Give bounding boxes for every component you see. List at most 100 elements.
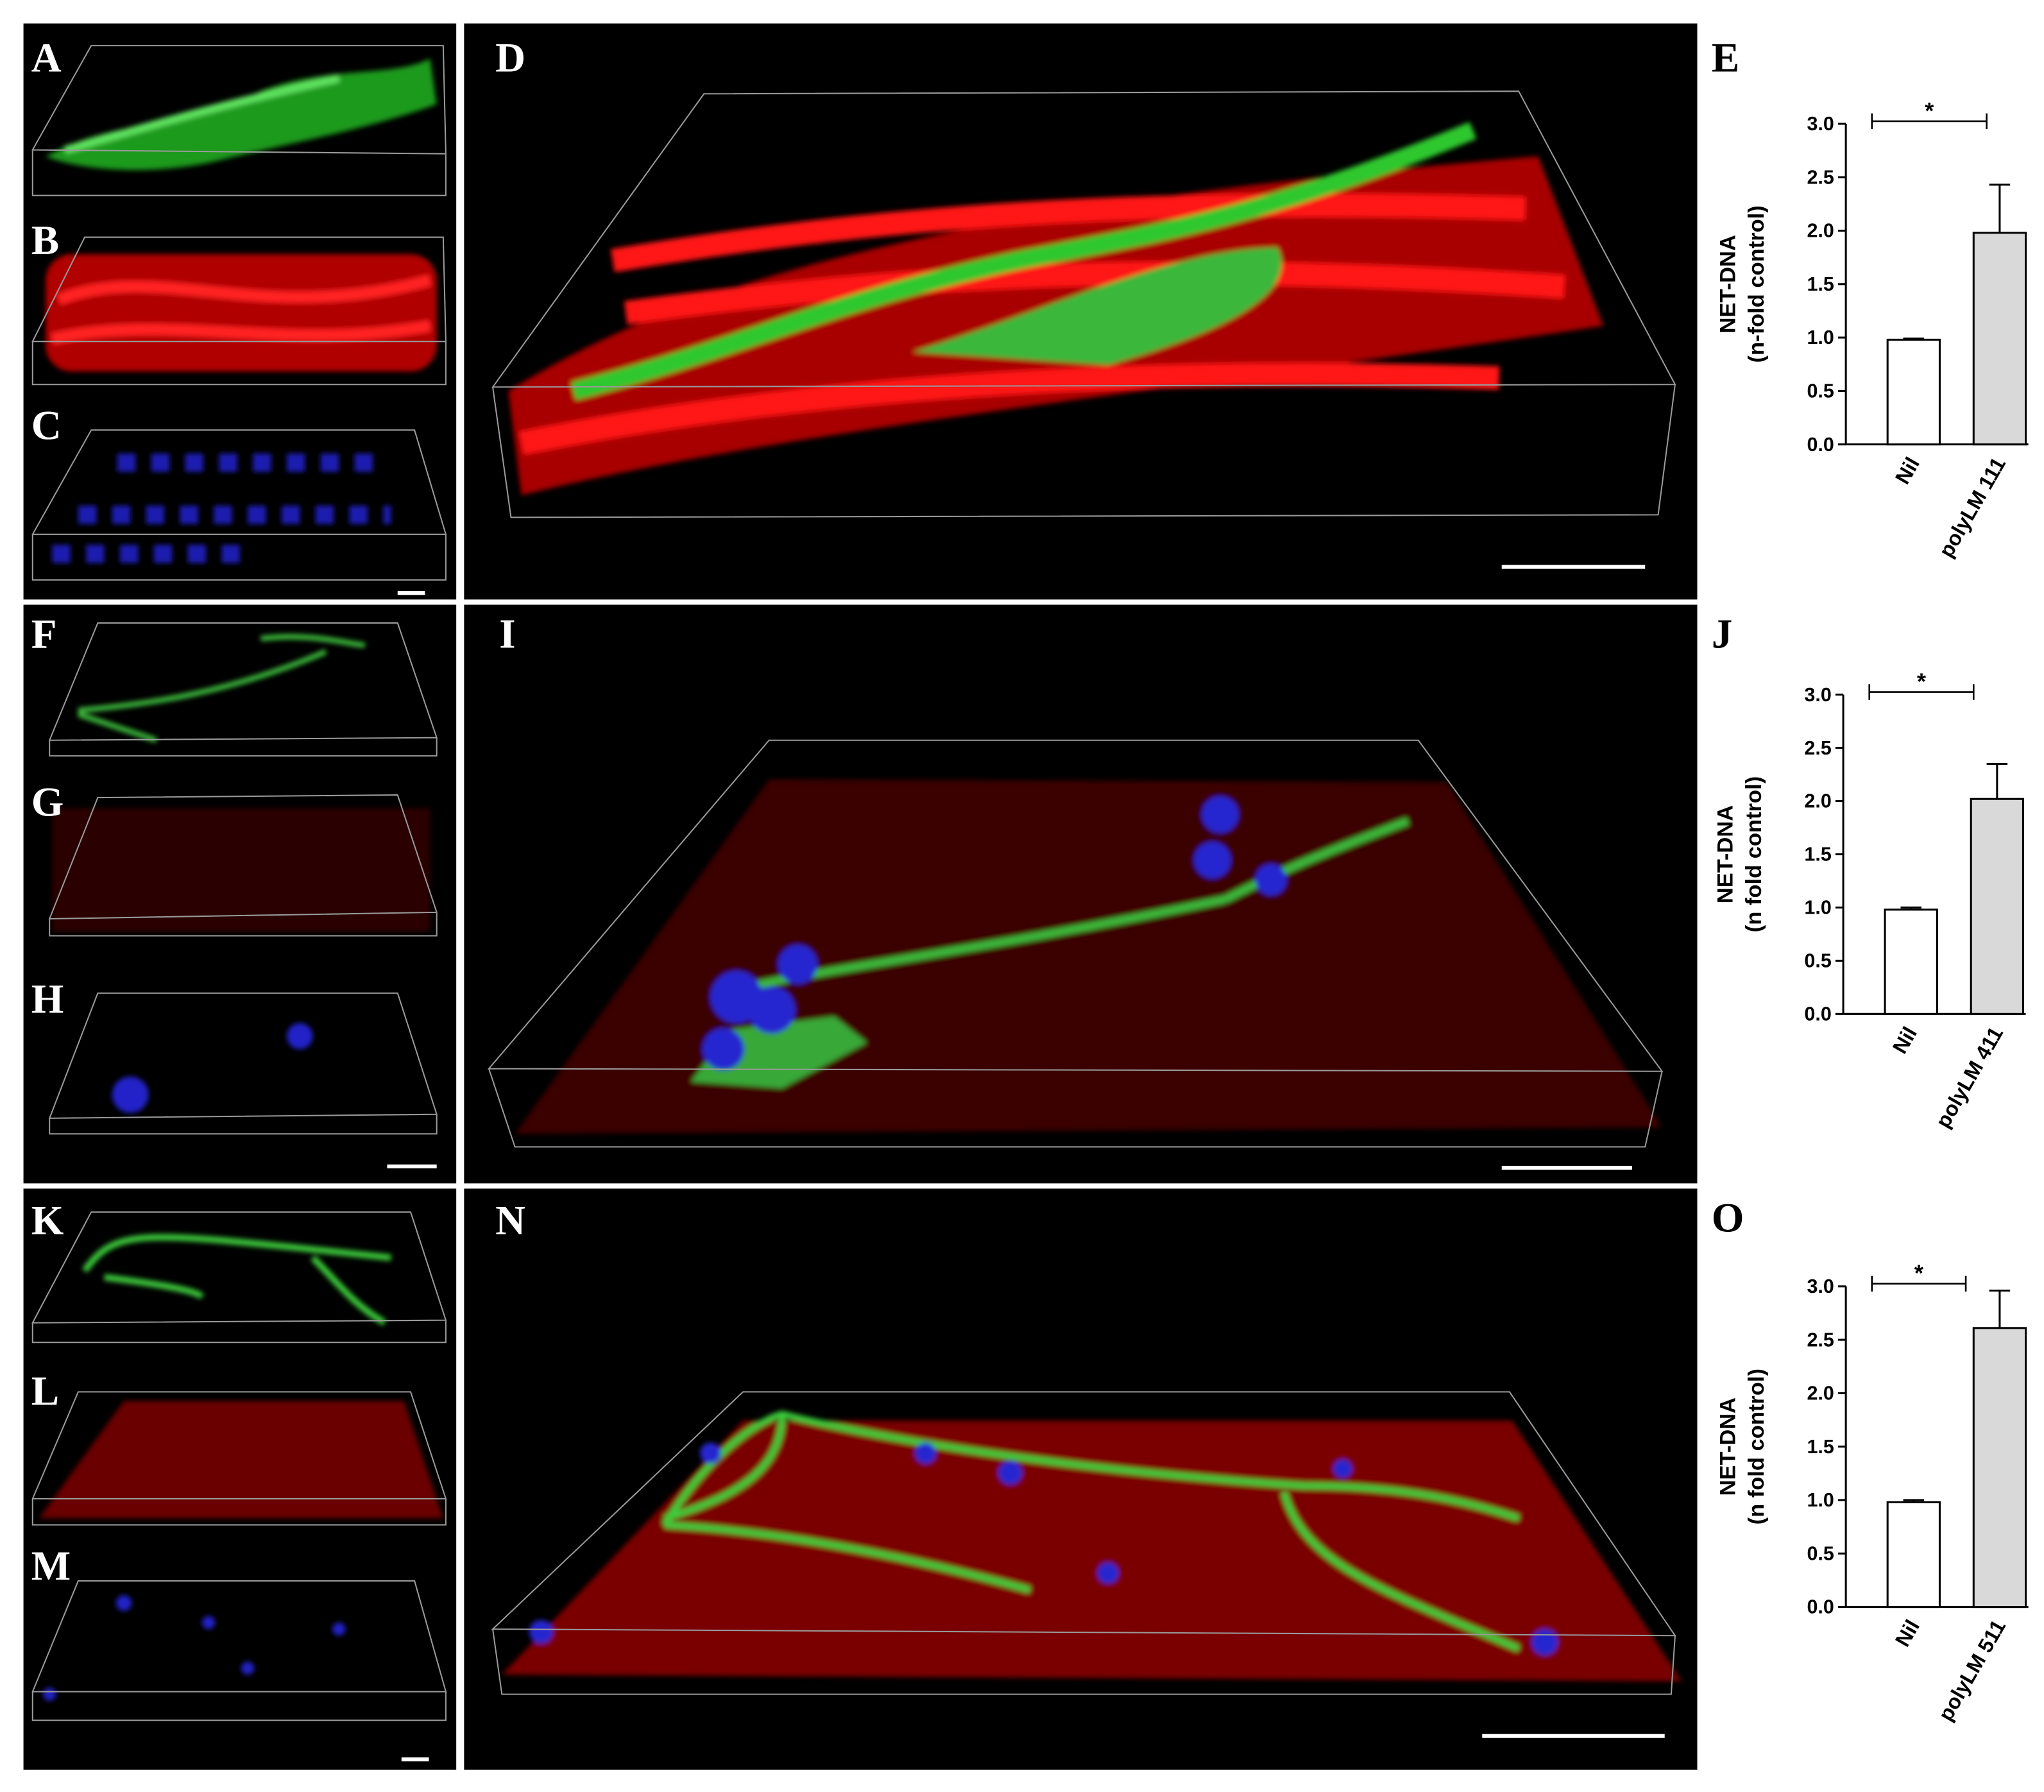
- panel-label: F: [31, 611, 57, 658]
- bar: [1970, 798, 2025, 1015]
- significance-marker: *: [1914, 1260, 1924, 1286]
- error-bar: [1903, 337, 1925, 340]
- bounding-boxes: [31, 45, 1676, 1721]
- y-axis-label: (n fold control): [1744, 1369, 1769, 1524]
- box-outline: [31, 429, 447, 581]
- blue-render: [52, 453, 391, 563]
- chart-title: J: [1712, 611, 1733, 658]
- y-tick-label: 0.5: [1807, 1542, 1834, 1564]
- y-tick-label: 3.0: [1807, 113, 1834, 135]
- chart-title: E: [1712, 35, 1739, 81]
- x-tick-label: polyLM 111: [1934, 454, 2010, 561]
- blue-render: [112, 1076, 149, 1113]
- red-render: [46, 254, 437, 371]
- bar: [1972, 1327, 2027, 1609]
- significance-bracket: [1871, 113, 1988, 130]
- box-outline: [487, 739, 1664, 1148]
- panel-label: N: [495, 1198, 525, 1244]
- green-render: [81, 1234, 392, 1326]
- y-tick-label: 1.0: [1807, 1489, 1834, 1511]
- y-tick-label: 2.0: [1807, 220, 1834, 242]
- green-render: [729, 817, 1410, 994]
- y-axis-label: (n-fold control): [1744, 205, 1769, 363]
- bar-chart: J 0.0 0.5 1.0 1.5 2.0 2.5 3.0 NET-DNA (n fold con…: [1712, 611, 2026, 1132]
- y-tick-label: 1.5: [1807, 273, 1834, 295]
- panel-label: H: [31, 976, 64, 1022]
- chart-title: O: [1712, 1195, 1744, 1242]
- x-tick-label: polyLM 511: [1934, 1616, 2010, 1725]
- green-render: [46, 58, 437, 170]
- box-outline: [48, 794, 438, 937]
- panel-label: B: [31, 218, 59, 264]
- bar-chart: O 0.0 0.5 1.0 1.5 2.0 2.5 3.0 NET-DNA (n fold con…: [1712, 1195, 2029, 1725]
- y-tick-label: 3.0: [1804, 684, 1831, 706]
- box-outline: [31, 45, 447, 196]
- panel-label: D: [495, 35, 525, 81]
- green-render: [912, 247, 1282, 365]
- box-outline: [31, 236, 447, 386]
- y-tick-label: 1.0: [1804, 897, 1831, 919]
- box-outline: [48, 622, 438, 757]
- panel-label: A: [31, 35, 62, 81]
- bar: [1884, 909, 1938, 1015]
- y-tick-label: 0.0: [1807, 1596, 1834, 1618]
- green-render: [661, 1410, 1520, 1652]
- y-tick-label: 0.5: [1807, 380, 1834, 402]
- box-outline: [31, 1211, 447, 1344]
- bar: [1886, 338, 1941, 446]
- red-render: [51, 274, 432, 345]
- panel-label: C: [31, 403, 62, 449]
- box-outline: [31, 1391, 447, 1526]
- green-render: [77, 634, 366, 743]
- y-tick-label: 0.0: [1804, 1003, 1831, 1025]
- green-render: [64, 74, 340, 154]
- scale-bars: [387, 565, 1665, 1762]
- box-outline: [31, 1580, 447, 1721]
- error-bar: [1989, 183, 2011, 233]
- y-axis-label: NET-DNA: [1716, 235, 1740, 333]
- y-tick-label: 2.0: [1804, 790, 1831, 812]
- error-bar: [1986, 762, 2008, 799]
- panel-label: K: [31, 1198, 64, 1244]
- y-tick-label: 2.5: [1807, 166, 1834, 188]
- bar: [1886, 1501, 1941, 1609]
- panel-label: I: [499, 611, 515, 658]
- x-tick-label: Nil: [1891, 454, 1924, 488]
- y-tick-label: 1.5: [1807, 1436, 1834, 1458]
- y-tick-label: 0.0: [1807, 434, 1834, 456]
- bar-chart: E 0.0 0.5 1.0 1.5 2.0 2.5 3.0 NET-DNA (n-fold con…: [1712, 35, 2029, 561]
- y-axis-label: NET-DNA: [1716, 1397, 1740, 1496]
- panel-label: M: [31, 1543, 71, 1589]
- bar: [1972, 232, 2027, 446]
- x-tick-label: Nil: [1891, 1616, 1924, 1650]
- box-outline: [491, 1391, 1676, 1695]
- error-bar: [1989, 1290, 2011, 1328]
- box-outline: [48, 992, 438, 1135]
- y-tick-label: 2.0: [1807, 1383, 1834, 1404]
- x-tick-label: polyLM 411: [1931, 1023, 2007, 1132]
- red-render: [52, 808, 430, 932]
- y-tick-label: 3.0: [1807, 1276, 1834, 1297]
- error-bar: [1900, 906, 1922, 910]
- blue-render: [529, 1442, 1558, 1655]
- significance-bracket: [1868, 684, 1975, 700]
- y-tick-label: 2.5: [1807, 1329, 1834, 1351]
- y-axis-label: NET-DNA: [1713, 805, 1737, 903]
- significance-bracket: [1871, 1276, 1967, 1292]
- red-render: [38, 1401, 443, 1519]
- green-render: [571, 121, 1477, 400]
- significance-marker: *: [1925, 98, 1934, 124]
- error-bar: [1903, 1499, 1925, 1503]
- red-render: [502, 1421, 1682, 1682]
- box-outline: [491, 90, 1676, 518]
- blue-render: [703, 796, 1287, 1070]
- x-tick-label: Nil: [1888, 1023, 1921, 1057]
- panel-labels: A B C D F G H I K L M N: [31, 35, 525, 1589]
- blue-render: [287, 1023, 313, 1050]
- panel-label: L: [31, 1369, 59, 1415]
- y-tick-label: 1.0: [1807, 327, 1834, 348]
- y-tick-label: 2.5: [1804, 737, 1831, 759]
- 3d-renderings: [38, 58, 1682, 1701]
- y-axis-label: (n fold control): [1742, 776, 1766, 932]
